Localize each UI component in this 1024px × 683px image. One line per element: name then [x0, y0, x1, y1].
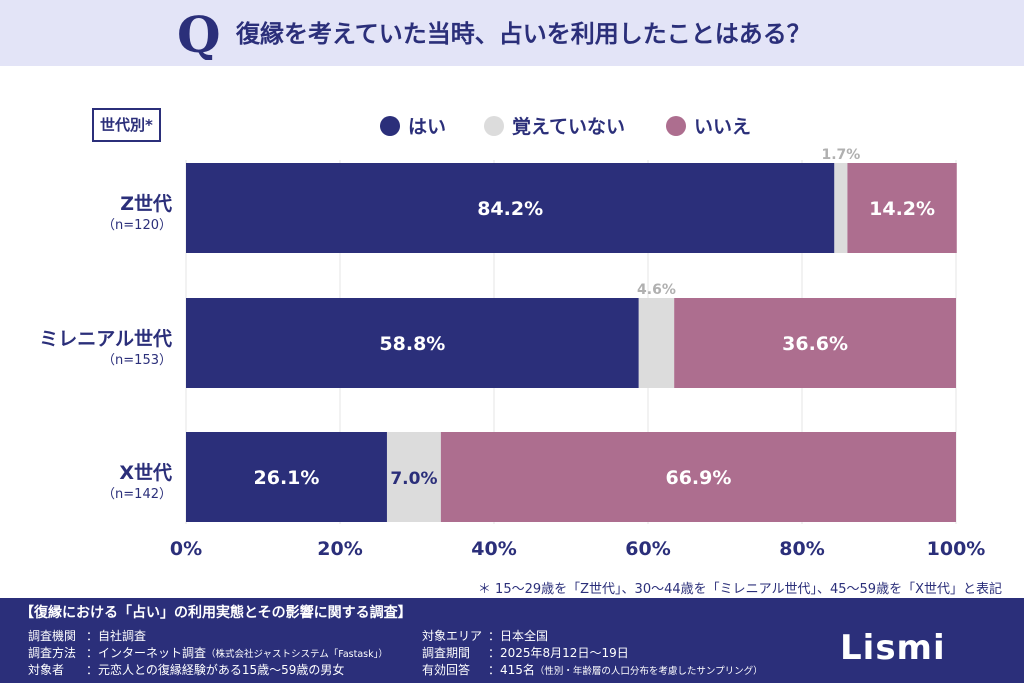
footer-row: 対象エリア ：日本全国 [422, 627, 548, 644]
data-label: 7.0% [390, 469, 437, 489]
data-label: 58.8% [379, 333, 445, 355]
legend-item-dont-remember: 覚えていない [484, 112, 625, 139]
segment-badge: 世代別* [92, 108, 161, 142]
footer-row: 調査方法 ：インターネット調査（株式会社ジャストシステム「Fastask」） [28, 644, 388, 661]
svg-text:Q: Q [177, 8, 221, 60]
q-logo-icon: Q [177, 8, 221, 60]
x-tick-label: 0% [170, 538, 202, 560]
x-tick-label: 40% [471, 538, 516, 560]
data-label: 4.6% [637, 282, 676, 298]
category-label: X世代 [119, 462, 172, 484]
bar-segment [186, 163, 835, 253]
header-bar: Q 復縁を考えていた当時、占いを利用したことはある？ [0, 0, 1024, 66]
category-label: Z世代 [120, 193, 172, 215]
footer-key: 調査機関 [28, 629, 77, 643]
legend-label: いいえ [694, 116, 752, 138]
footer: 【復縁における「占い」の利用実態とその影響に関する調査】 調査機関 ：自社調査 調… [0, 598, 1024, 683]
legend-dot-icon [666, 115, 686, 136]
bar-segment [674, 298, 956, 388]
footer-key: 調査期間 [422, 646, 471, 660]
footer-value: ：インターネット調査 [86, 646, 207, 660]
lismi-logo: Lismi [840, 628, 946, 668]
footer-value: ：元恋人との復縁経験がある15歳〜59歳の男女 [86, 663, 345, 677]
bar-segment [186, 432, 387, 522]
data-label: 36.6% [782, 333, 848, 355]
legend-item-no: いいえ [666, 112, 751, 139]
bar-segment [440, 432, 956, 522]
data-label: 26.1% [254, 467, 320, 489]
data-label: 14.2% [869, 198, 935, 220]
footer-note: （性別・年齢層の人口分布を考慮したサンプリング） [534, 666, 763, 677]
footer-title: 【復縁における「占い」の利用実態とその影響に関する調査】 [20, 605, 412, 621]
x-tick-label: 60% [625, 538, 670, 560]
data-label: 84.2% [477, 198, 543, 220]
question-title: 復縁を考えていた当時、占いを利用したことはある？ [236, 20, 811, 48]
data-label: 66.9% [665, 467, 731, 489]
legend-label: はい [408, 116, 447, 138]
legend: はい 覚えていない いいえ [0, 112, 1024, 142]
bar-segment [638, 298, 675, 388]
footer-value: ：日本全国 [488, 629, 549, 643]
category-n-label: （n=120） [102, 218, 172, 233]
footer-row: 有効回答 ：415名（性別・年齢層の人口分布を考慮したサンプリング） [422, 661, 763, 678]
footer-key: 有効回答 [422, 663, 471, 677]
legend-label: 覚えていない [512, 116, 626, 138]
x-tick-label: 20% [317, 538, 362, 560]
bar-segment [834, 163, 848, 253]
category-n-label: （n=153） [102, 353, 172, 368]
x-tick-label: 80% [779, 538, 824, 560]
bar-segment [186, 298, 639, 388]
footer-key: 調査方法 [28, 646, 77, 660]
footer-value: ：2025年8月12日〜19日 [488, 646, 629, 660]
footer-note: （株式会社ジャストシステム「Fastask」） [206, 649, 388, 660]
x-tick-label: 100% [927, 538, 986, 560]
footer-value: ：415名 [488, 663, 535, 677]
bar-segment [847, 163, 957, 253]
footer-row: 調査期間 ：2025年8月12日〜19日 [422, 644, 629, 661]
footer-value: ：自社調査 [86, 629, 147, 643]
footnote: ＊ 15〜29歳を「Z世代」、30〜44歳を「ミレニアル世代」、45〜59歳を「… [477, 582, 1002, 597]
bar-segment [386, 432, 441, 522]
footer-key: 対象エリア [422, 629, 483, 643]
category-n-label: （n=142） [102, 487, 172, 502]
data-label: 1.7% [821, 147, 860, 163]
legend-dot-icon [484, 115, 504, 136]
footer-key: 対象者 [28, 663, 65, 677]
legend-item-yes: はい [380, 112, 446, 139]
category-label: ミレニアル世代 [39, 328, 172, 350]
stacked-bar-chart: 0% 20% 40% 60% 80% 100% Z世代 （n=120） 84.2% 1.7% 14.… [39, 147, 986, 560]
footer-row: 対象者 ：元恋人との復縁経験がある15歳〜59歳の男女 [28, 661, 344, 678]
footer-row: 調査機関 ：自社調査 [28, 627, 146, 644]
legend-dot-icon [380, 115, 400, 136]
